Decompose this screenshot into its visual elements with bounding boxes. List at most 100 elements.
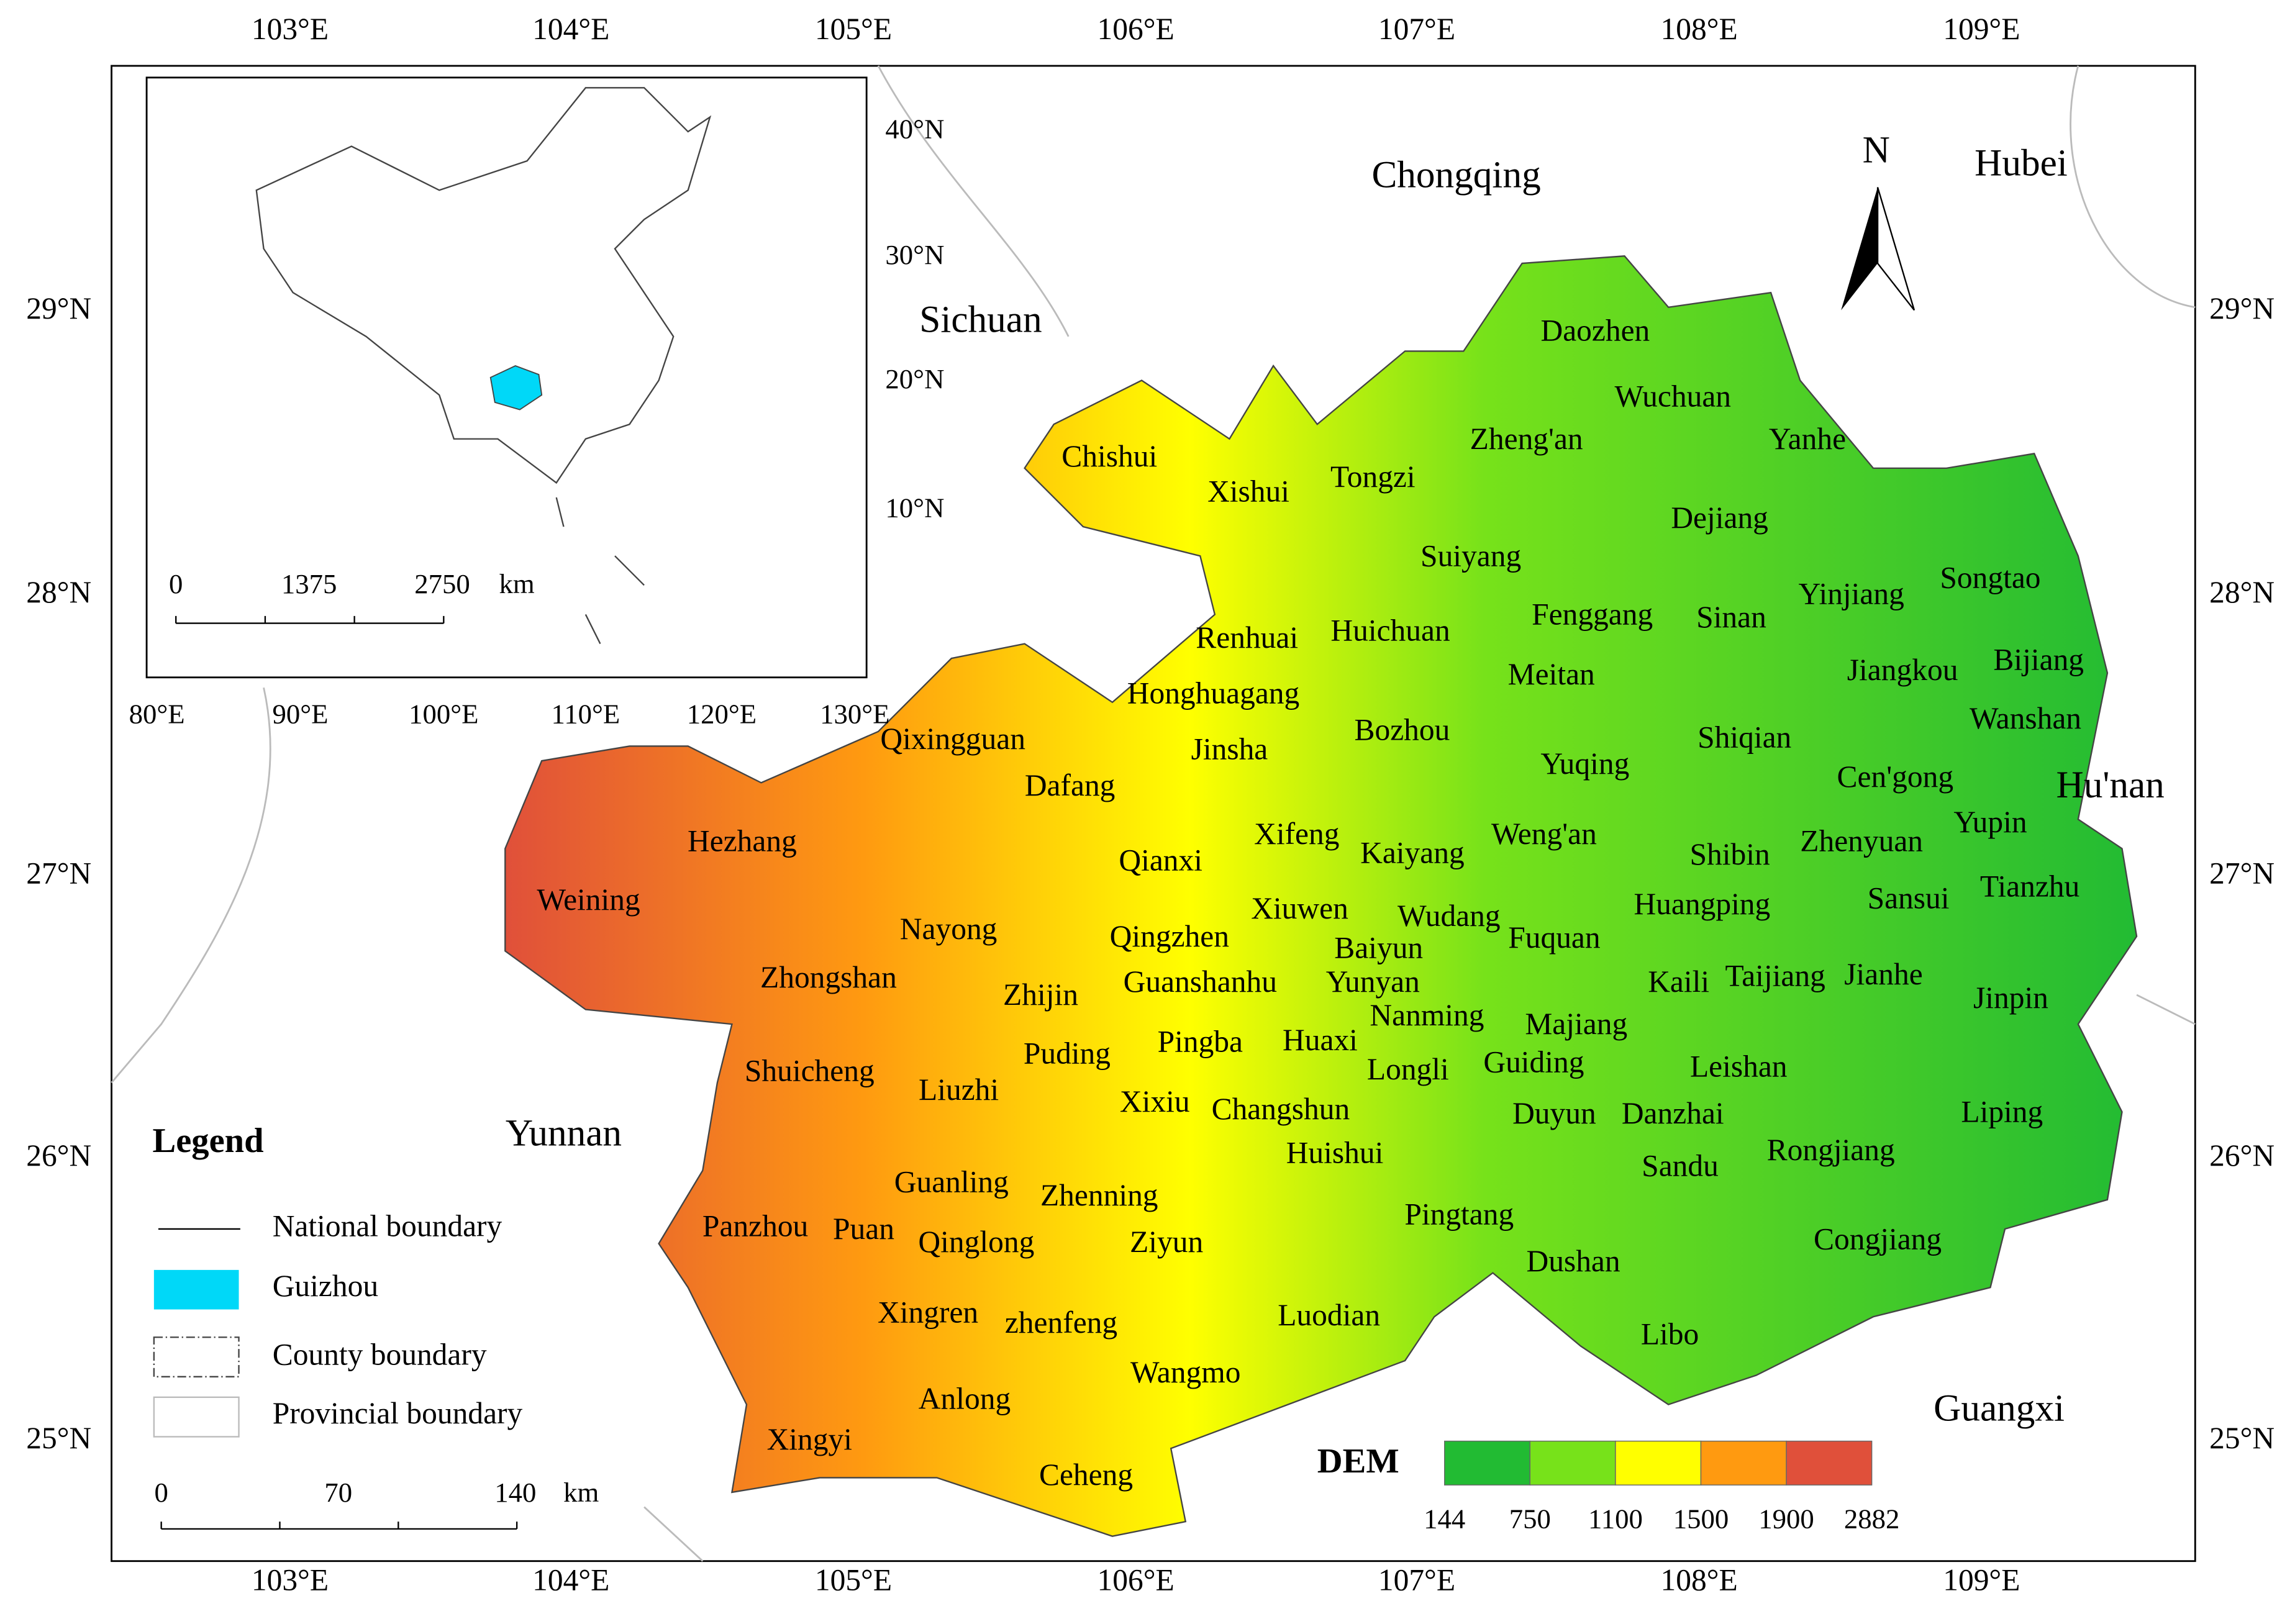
county-label: Wanshan [1970,701,2081,735]
county-label: Hezhang [688,824,797,858]
legend-item: County boundary [273,1338,487,1372]
county-label: Nayong [900,912,998,946]
county-label: Libo [1641,1317,1699,1351]
dem-title: DEM [1317,1442,1399,1481]
county-label: Bozhou [1354,713,1450,747]
county-label: Xingren [878,1295,978,1329]
dem-break-label: 2882 [1844,1503,1900,1534]
inset-lon-label: 120°E [687,699,757,730]
county-label: Meitan [1508,657,1595,691]
county-label: Taijiang [1725,958,1825,992]
county-label: Ceheng [1039,1458,1133,1492]
dem-swatch [1786,1440,1873,1486]
legend-item: Guizhou [273,1269,378,1303]
lat-label-left: 27°N [26,856,91,891]
inset-scale-label: 2750 [414,568,470,599]
lon-label-bottom: 108°E [1661,1563,1738,1597]
dem-break-label: 1500 [1673,1503,1729,1534]
county-label: Kaili [1648,964,1709,999]
county-label: Majiang [1525,1007,1627,1041]
county-label: Wuchuan [1614,379,1731,414]
county-label: Zhenning [1040,1178,1158,1212]
county-label: Changshun [1212,1092,1350,1126]
inset-lat-label: 20°N [885,363,944,394]
county-label: Xingyi [767,1422,852,1456]
dem-break-label: 750 [1509,1503,1551,1534]
dem-swatch [1529,1440,1616,1486]
county-label: Suiyang [1420,538,1521,573]
county-label: Dejiang [1671,501,1768,535]
county-label: Huichuan [1330,613,1450,647]
county-label: Puan [833,1212,894,1246]
county-label: Honghuagang [1127,676,1300,710]
county-label: Xixiu [1120,1084,1190,1118]
county-label: Dushan [1526,1244,1620,1278]
county-label: Anlong [919,1381,1011,1415]
lon-label-top: 107°E [1378,12,1455,46]
inset-lon-label: 90°E [272,699,328,730]
county-label: Liping [1961,1095,2043,1129]
county-label: Weng'an [1491,817,1597,851]
legend-item: National boundary [273,1209,502,1243]
lon-label-top: 105°E [815,12,892,46]
lat-label-right: 25°N [2209,1421,2275,1455]
legend-swatch [153,1336,240,1378]
province-label: Yunnan [506,1112,622,1154]
county-label: Jinsha [1191,732,1268,766]
lon-label-bottom: 107°E [1378,1563,1455,1597]
north-arrow [1841,187,1878,311]
county-label: Jinpin [1973,981,2048,1015]
county-label: Zhenyuan [1800,824,1923,858]
dem-swatch [1444,1440,1531,1486]
scale-label: 140 [494,1477,536,1508]
county-label: Guanling [894,1165,1009,1199]
county-label: Shuicheng [745,1054,875,1088]
north-label: N [1863,129,1890,171]
lon-label-top: 103°E [252,12,329,46]
county-label: Tianzhu [1980,869,2079,904]
county-label: Jiangkou [1847,653,1958,687]
dem-swatch [1615,1440,1702,1486]
county-label: Pingba [1158,1024,1243,1058]
province-label: Hubei [1975,142,2068,184]
inset-lon-label: 100°E [409,699,478,730]
county-label: Yupin [1953,805,2027,839]
lon-label-top: 109°E [1943,12,2020,46]
lon-label-bottom: 103°E [252,1563,329,1597]
county-label: Tongzi [1330,460,1416,494]
county-label: Wangmo [1130,1355,1240,1389]
province-label: Hu'nan [2056,764,2164,806]
county-label: Qianxi [1119,843,1202,877]
county-label: zhenfeng [1005,1305,1117,1340]
inset-lon-label: 80°E [129,699,185,730]
lon-label-bottom: 109°E [1943,1563,2020,1597]
inset-scale-label: 1375 [281,568,337,599]
county-label: Baiyun [1334,931,1423,965]
guizhou-dem [504,255,2138,1537]
county-label: Panzhou [702,1209,808,1243]
lon-label-top: 104°E [532,12,609,46]
county-label: Fuquan [1508,920,1600,955]
legend-item: Provincial boundary [273,1396,523,1430]
legend-swatch [153,1269,239,1310]
county-label: Qingzhen [1110,919,1229,953]
lat-label-right: 26°N [2209,1138,2275,1173]
dem-swatch [1700,1440,1787,1486]
county-label: Yanhe [1769,422,1846,456]
scale-bar [160,1522,518,1530]
county-label: Qixingguan [880,722,1025,756]
county-label: Xifeng [1254,817,1339,851]
county-label: Nanming [1370,998,1484,1032]
lon-label-top: 106°E [1098,12,1175,46]
county-label: Dafang [1025,768,1116,802]
county-label: Qinglong [918,1225,1034,1259]
county-label: Songtao [1940,561,2040,595]
county-label: Bijiang [1993,643,2084,677]
county-label: Sandu [1642,1149,1719,1183]
county-label: Zhongshan [760,960,897,994]
lon-label-bottom: 105°E [815,1563,892,1597]
islands [555,497,645,645]
county-label: Yunyan [1326,964,1420,999]
county-label: Ziyun [1130,1225,1203,1259]
